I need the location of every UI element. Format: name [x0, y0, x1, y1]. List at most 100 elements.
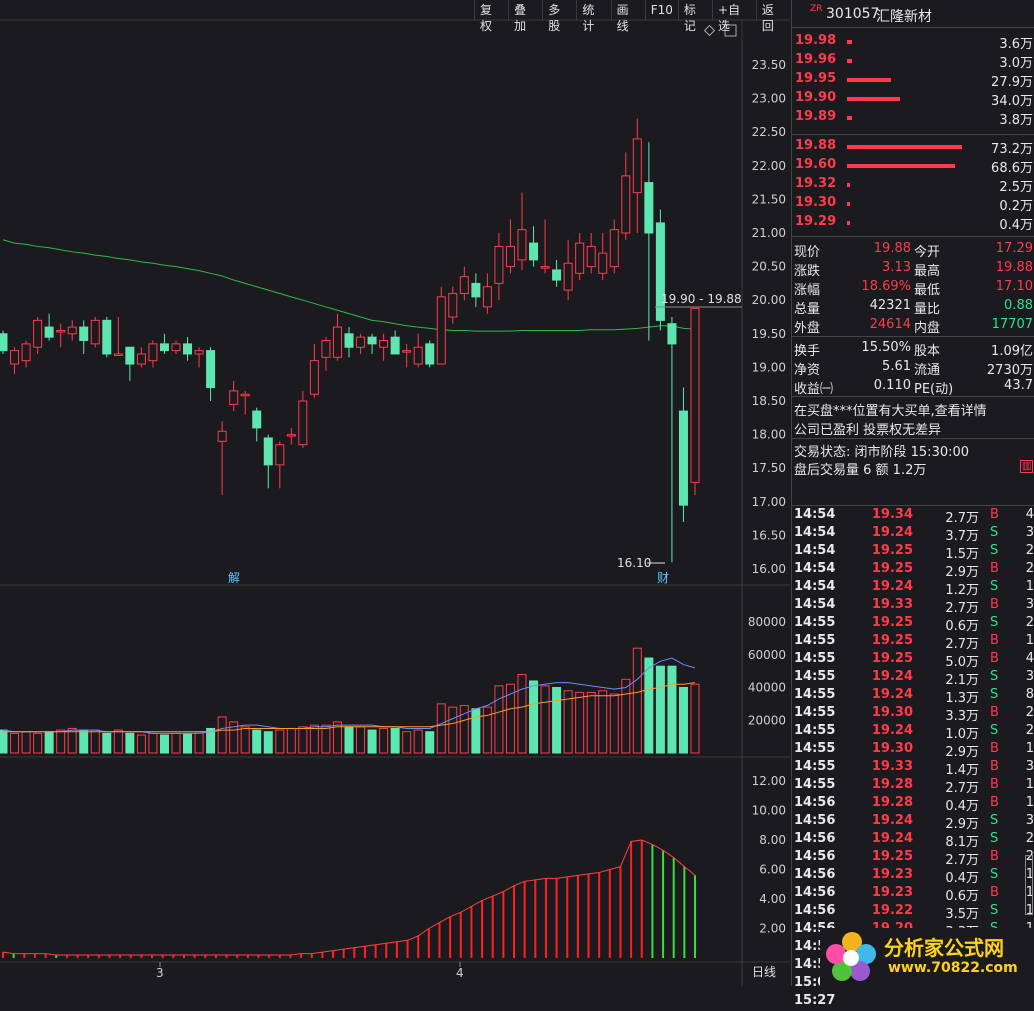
candle-body [459, 276, 469, 294]
tape-row: 14:55 19.33 1.4万 B 3 [794, 759, 1034, 778]
toolbar-button-1[interactable]: 叠加 [508, 0, 542, 33]
price-tick: 21.00 [752, 226, 786, 240]
candle-body [505, 245, 515, 268]
tape-row: 14:56 19.25 2.7万 B 2 [794, 849, 1034, 868]
indicator-tick: 8.00 [759, 833, 786, 847]
candle-body [286, 434, 296, 437]
volume-bar [540, 685, 550, 754]
chart-toolbar: 复权 叠加 多股 统计 画线 F10 标记 +自选 返回 [474, 0, 790, 33]
candle-body [690, 307, 700, 483]
bids-row[interactable]: 19.32 2.5万 [792, 176, 1034, 195]
candle-body [21, 343, 31, 362]
event-marker-jie[interactable]: 解 [228, 571, 240, 585]
candle-body [344, 333, 354, 348]
candle-body [586, 245, 596, 268]
asks-price: 19.96 [795, 52, 837, 67]
price-tick: 17.00 [752, 495, 786, 509]
price-tick: 20.50 [752, 260, 786, 274]
tape-scrollbar[interactable] [1025, 855, 1033, 915]
candle-body [298, 400, 308, 446]
candle-body [229, 390, 239, 405]
price-tick: 17.50 [752, 461, 786, 475]
asks-row[interactable]: 19.98 3.6万 [792, 33, 1034, 52]
period-label[interactable]: 日线 [752, 965, 776, 979]
volume-bar [621, 678, 631, 754]
asks-volume-bar [847, 59, 852, 63]
tape-row: 14:55 19.24 2.1万 S 3 [794, 669, 1034, 688]
asks-volume: 3.0万 [999, 56, 1033, 71]
bids-volume-bar [847, 183, 851, 187]
volume-bar [367, 729, 377, 754]
toolbar-button-6[interactable]: 标记 [677, 0, 712, 33]
asks-volume-bar [847, 78, 891, 82]
bids-volume: 0.2万 [999, 199, 1033, 214]
volume-bar [183, 732, 193, 754]
candle-body [321, 340, 331, 358]
tape-row: 14:54 19.33 2.7万 B 3 [794, 597, 1034, 616]
chart-area[interactable]: 23.50 23.00 22.50 22.00 21.50 21.00 20.50 20.00… [0, 0, 790, 986]
tape-row: 14:56 19.23 0.6万 B 1 [794, 885, 1034, 904]
volume-bar [667, 665, 677, 754]
bids-price: 19.30 [795, 195, 837, 210]
tape-row: 14:54 19.24 3.7万 S 3 [794, 525, 1034, 544]
bids-price: 19.32 [795, 176, 837, 191]
volume-bar [206, 727, 216, 754]
asks-volume: 34.0万 [991, 94, 1033, 109]
asks-row[interactable]: 19.89 3.8万 [792, 109, 1034, 128]
toolbar-button-7[interactable]: +自选 [712, 0, 756, 33]
toolbar-button-5[interactable]: F10 [644, 0, 678, 20]
volume-bar [586, 691, 596, 754]
bids-volume: 73.2万 [991, 142, 1033, 157]
note-big-order[interactable]: 在买盘***位置有大买单,查看详情 [794, 404, 987, 419]
quote-row: 涨跌 3.13 最高 19.88 [794, 260, 1033, 279]
asks-row[interactable]: 19.96 3.0万 [792, 52, 1034, 71]
asks-volume-bar [847, 97, 900, 101]
candle-body [598, 252, 608, 274]
volume-bar [79, 729, 89, 754]
watermark-url: www.70822.com [888, 960, 1018, 976]
detail-icon[interactable]: ▥ [1020, 460, 1034, 473]
toolbar-button-8[interactable]: 返回 [755, 0, 790, 33]
price-tick: 18.00 [752, 428, 786, 442]
fundamentals-row: 收益㈠ 0.110 PE(动) 43.7 [794, 378, 1033, 397]
stock-name: 汇隆新材 [876, 9, 932, 25]
price-tick: 22.00 [752, 159, 786, 173]
note-profit: 公司已盈利 投票权无差异 [794, 423, 942, 438]
kline-chart[interactable]: 23.50 23.00 22.50 22.00 21.50 21.00 20.50 20.00… [0, 0, 790, 986]
asks-row[interactable]: 19.95 27.9万 [792, 71, 1034, 90]
candle-body [10, 350, 20, 365]
bids-row[interactable]: 19.30 0.2万 [792, 195, 1034, 214]
asks-volume-bar [847, 40, 852, 44]
price-tick: 19.00 [752, 360, 786, 374]
candle-body [390, 336, 400, 355]
candle-body [309, 360, 319, 395]
bids-row[interactable]: 19.29 0.4万 [792, 214, 1034, 233]
high-low-label: 19.90 - 19.88 [661, 292, 742, 306]
toolbar-button-2[interactable]: 多股 [542, 0, 576, 33]
candle-body [413, 346, 423, 365]
candle-body [482, 286, 492, 308]
bids-volume-bar [847, 164, 956, 168]
fundamentals-row: 换手 15.50% 股本 1.09亿 [794, 340, 1033, 359]
trade-status: 交易状态: 闭市阶段 15:30:00 [794, 445, 970, 460]
volume-bar [575, 691, 585, 754]
asks-price: 19.98 [795, 33, 837, 48]
toolbar-button-4[interactable]: 画线 [610, 0, 645, 33]
toolbar-button-3[interactable]: 统计 [576, 0, 610, 33]
candle-body [102, 319, 112, 355]
event-marker-cai[interactable]: 财 [657, 571, 669, 585]
candle-body [263, 437, 273, 466]
bids-price: 19.88 [795, 138, 837, 153]
x-tick-label: 3 [156, 966, 164, 980]
bids-row[interactable]: 19.60 68.6万 [792, 157, 1034, 176]
asks-row[interactable]: 19.90 34.0万 [792, 90, 1034, 109]
asks-volume: 27.9万 [991, 75, 1033, 90]
price-tick: 16.00 [752, 562, 786, 576]
volume-bar [332, 721, 342, 754]
asks-price: 19.89 [795, 109, 837, 124]
bids-volume-bar [847, 221, 850, 225]
volume-bar [240, 726, 250, 754]
indicator-tick: 12.00 [752, 774, 786, 788]
toolbar-button-0[interactable]: 复权 [474, 0, 508, 33]
bids-row[interactable]: 19.88 73.2万 [792, 138, 1034, 157]
